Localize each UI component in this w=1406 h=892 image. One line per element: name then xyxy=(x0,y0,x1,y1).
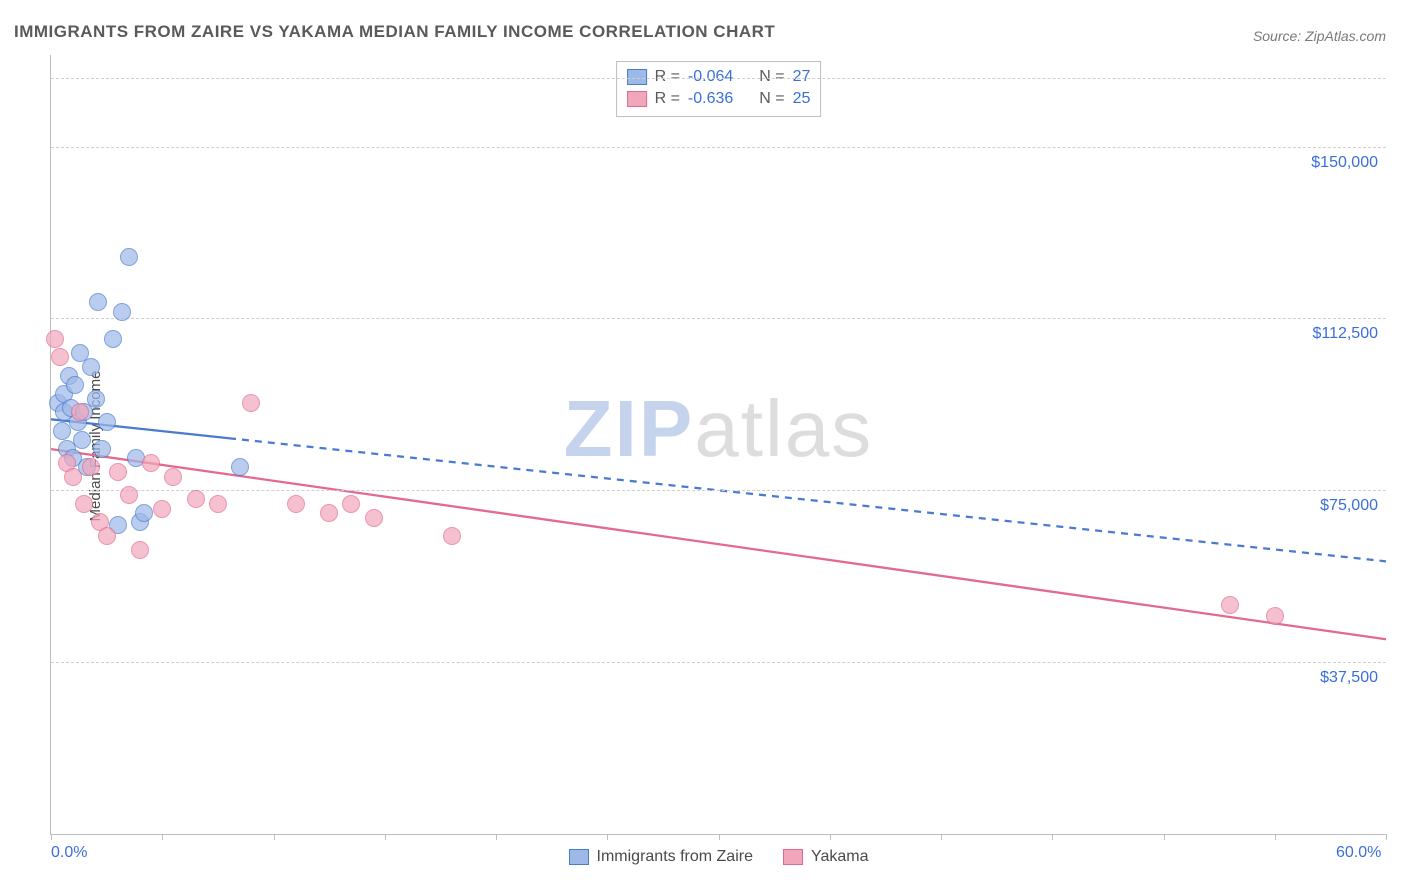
x-tick xyxy=(607,834,608,840)
x-tick xyxy=(496,834,497,840)
data-point-yakama xyxy=(82,458,100,476)
legend-swatch-yakama xyxy=(627,91,647,107)
data-point-yakama xyxy=(209,495,227,513)
x-tick xyxy=(1386,834,1387,840)
y-tick-label: $112,500 xyxy=(1312,325,1378,343)
gridline-horizontal xyxy=(51,78,1386,79)
data-point-zaire xyxy=(89,293,107,311)
x-tick-label: 0.0% xyxy=(51,844,87,862)
data-point-zaire xyxy=(120,248,138,266)
watermark-rest: atlas xyxy=(694,384,873,473)
x-tick xyxy=(719,834,720,840)
legend-correlation: R = -0.064 N = 27 R = -0.636 N = 25 xyxy=(616,61,822,117)
data-point-zaire xyxy=(73,431,91,449)
data-point-yakama xyxy=(1266,607,1284,625)
gridline-horizontal xyxy=(51,490,1386,491)
legend-label-yakama: Yakama xyxy=(811,848,869,866)
x-tick xyxy=(830,834,831,840)
data-point-yakama xyxy=(164,468,182,486)
x-tick xyxy=(51,834,52,840)
gridline-horizontal xyxy=(51,318,1386,319)
data-point-yakama xyxy=(443,527,461,545)
legend-correlation-row-yakama: R = -0.636 N = 25 xyxy=(627,88,811,110)
x-tick xyxy=(1164,834,1165,840)
y-tick-label: $150,000 xyxy=(1311,154,1378,172)
data-point-yakama xyxy=(242,394,260,412)
legend-series-item-zaire: Immigrants from Zaire xyxy=(569,848,753,866)
data-point-zaire xyxy=(66,376,84,394)
data-point-zaire xyxy=(231,458,249,476)
data-point-zaire xyxy=(98,413,116,431)
data-point-yakama xyxy=(320,504,338,522)
legend-series: Immigrants from Zaire Yakama xyxy=(569,848,869,866)
x-tick xyxy=(274,834,275,840)
data-point-zaire xyxy=(93,440,111,458)
legend-swatch-yakama xyxy=(783,849,803,865)
data-point-yakama xyxy=(142,454,160,472)
data-point-yakama xyxy=(153,500,171,518)
chart-container: IMMIGRANTS FROM ZAIRE VS YAKAMA MEDIAN F… xyxy=(0,0,1406,892)
watermark-bold: ZIP xyxy=(564,384,694,473)
data-point-zaire xyxy=(113,303,131,321)
chart-title: IMMIGRANTS FROM ZAIRE VS YAKAMA MEDIAN F… xyxy=(14,22,775,42)
legend-series-item-yakama: Yakama xyxy=(783,848,869,866)
watermark: ZIPatlas xyxy=(564,383,873,475)
x-tick xyxy=(385,834,386,840)
data-point-yakama xyxy=(109,463,127,481)
data-point-zaire xyxy=(104,330,122,348)
legend-n-prefix: N = xyxy=(759,90,784,108)
data-point-zaire xyxy=(135,504,153,522)
data-point-yakama xyxy=(98,527,116,545)
trend-lines-svg xyxy=(51,55,1386,834)
x-tick xyxy=(1052,834,1053,840)
data-point-yakama xyxy=(131,541,149,559)
data-point-yakama xyxy=(365,509,383,527)
data-point-zaire xyxy=(82,358,100,376)
x-tick xyxy=(941,834,942,840)
data-point-yakama xyxy=(46,330,64,348)
gridline-horizontal xyxy=(51,147,1386,148)
data-point-yakama xyxy=(75,495,93,513)
data-point-yakama xyxy=(342,495,360,513)
y-tick-label: $37,500 xyxy=(1320,669,1378,687)
data-point-zaire xyxy=(87,390,105,408)
legend-swatch-zaire xyxy=(569,849,589,865)
data-point-yakama xyxy=(120,486,138,504)
legend-r-value-yakama: -0.636 xyxy=(688,90,733,108)
data-point-yakama xyxy=(71,403,89,421)
data-point-yakama xyxy=(187,490,205,508)
x-tick xyxy=(1275,834,1276,840)
data-point-yakama xyxy=(64,468,82,486)
source-label: Source: ZipAtlas.com xyxy=(1253,28,1386,44)
data-point-yakama xyxy=(51,348,69,366)
data-point-yakama xyxy=(1221,596,1239,614)
legend-n-value-yakama: 25 xyxy=(793,90,811,108)
data-point-yakama xyxy=(287,495,305,513)
x-tick xyxy=(162,834,163,840)
y-tick-label: $75,000 xyxy=(1320,497,1378,515)
legend-r-prefix: R = xyxy=(655,90,680,108)
legend-label-zaire: Immigrants from Zaire xyxy=(597,848,753,866)
gridline-horizontal xyxy=(51,662,1386,663)
x-tick-label: 60.0% xyxy=(1336,844,1381,862)
plot-area: ZIPatlas R = -0.064 N = 27 R = -0.636 N … xyxy=(50,55,1386,835)
